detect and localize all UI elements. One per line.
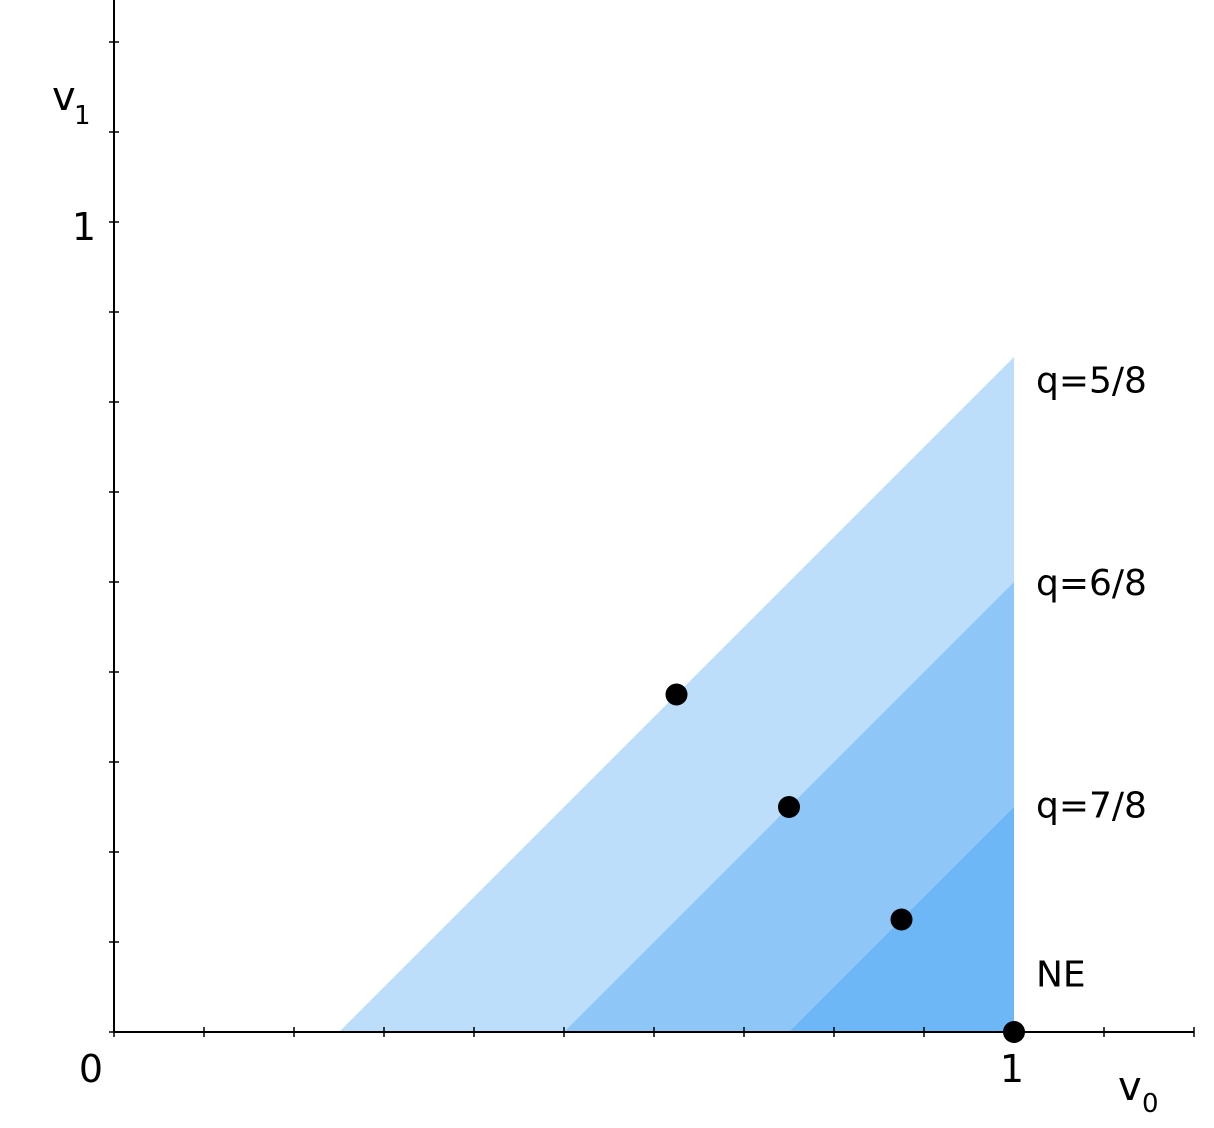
data-point-4 [1003, 1021, 1025, 1043]
data-point-3 [890, 908, 913, 931]
x-axis-label-base: v [1118, 1064, 1142, 1110]
points-layer [665, 683, 1025, 1043]
y-axis-label: v 1 [52, 74, 91, 131]
x-axis-label-sub: 0 [1142, 1089, 1159, 1119]
data-point-2 [778, 796, 800, 818]
x-axis-label: v 0 [1118, 1064, 1159, 1119]
labels-layer: 0 1 1 v 0 v 1 q=5/8 q=6/8 q=7/8 NE [52, 74, 1159, 1119]
x-tick-label-0: 0 [79, 1047, 103, 1091]
x-tick-label-1: 1 [1000, 1047, 1024, 1091]
y-axis-label-base: v [52, 74, 76, 120]
data-point-1 [665, 683, 688, 706]
annotation-q-5-8: q=5/8 [1036, 361, 1147, 402]
annotation-ne: NE [1036, 955, 1086, 996]
annotation-q-6-8: q=6/8 [1036, 563, 1147, 604]
y-tick-label-1: 1 [72, 205, 96, 249]
y-axis-label-sub: 1 [74, 101, 91, 131]
annotation-q-7-8: q=7/8 [1036, 785, 1147, 826]
